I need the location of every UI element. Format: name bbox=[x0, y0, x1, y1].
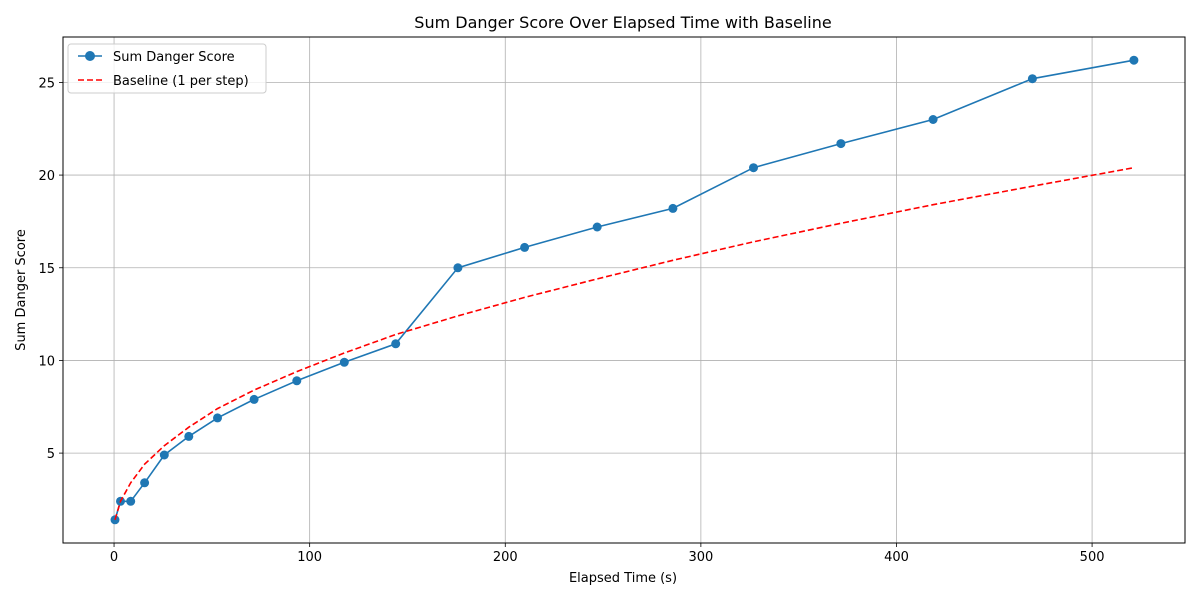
x-tick-label: 500 bbox=[1080, 550, 1105, 565]
y-tick-label: 15 bbox=[38, 262, 55, 277]
x-tick-label: 100 bbox=[297, 550, 322, 565]
axis-ticks: 0 100 200 300 400 500 5 10 15 20 25 bbox=[38, 76, 1104, 565]
data-point-sum-danger-score bbox=[836, 139, 846, 149]
x-tick-label: 200 bbox=[493, 550, 518, 565]
data-point-sum-danger-score bbox=[668, 203, 678, 213]
data-point-sum-danger-score bbox=[339, 357, 349, 367]
data-point-sum-danger-score bbox=[213, 413, 222, 423]
series-line-sum-danger-score bbox=[114, 59, 1135, 521]
data-point-sum-danger-score bbox=[592, 222, 602, 232]
legend-label-baseline: Baseline (1 per step) bbox=[113, 74, 249, 89]
grid-lines bbox=[63, 37, 1185, 543]
plot-area-frame bbox=[62, 36, 1186, 544]
chart-title: Sum Danger Score Over Elapsed Time with … bbox=[414, 13, 831, 32]
data-point-sum-danger-score bbox=[126, 496, 136, 506]
y-tick-label: 25 bbox=[38, 76, 55, 91]
y-tick-label: 10 bbox=[38, 354, 55, 369]
data-point-sum-danger-score bbox=[749, 163, 758, 173]
data-point-sum-danger-score bbox=[1129, 55, 1139, 65]
x-axis-label: Elapsed Time (s) bbox=[569, 571, 677, 586]
x-tick-label: 300 bbox=[688, 550, 713, 565]
x-tick-label: 400 bbox=[884, 550, 909, 565]
x-tick-label: 0 bbox=[110, 550, 118, 565]
data-point-sum-danger-score bbox=[520, 242, 530, 252]
series-layer bbox=[110, 55, 1139, 525]
data-point-sum-danger-score bbox=[391, 339, 401, 349]
y-axis-label: Sum Danger Score bbox=[14, 229, 29, 351]
data-point-sum-danger-score bbox=[159, 450, 169, 460]
legend-box bbox=[67, 43, 267, 94]
legend-marker-sum-danger-score bbox=[85, 51, 95, 61]
data-point-sum-danger-score bbox=[1027, 74, 1037, 84]
data-point-sum-danger-score bbox=[292, 376, 302, 386]
data-point-sum-danger-score bbox=[249, 394, 259, 404]
legend-label-sum-danger-score: Sum Danger Score bbox=[113, 50, 235, 65]
y-tick-label: 5 bbox=[47, 447, 55, 462]
data-point-sum-danger-score bbox=[453, 263, 463, 273]
y-tick-label: 20 bbox=[38, 169, 55, 184]
legend: Sum Danger Score Baseline (1 per step) bbox=[67, 43, 267, 94]
data-point-sum-danger-score bbox=[928, 115, 938, 124]
series-line-baseline-1-per-step bbox=[114, 166, 1135, 521]
data-point-sum-danger-score bbox=[184, 431, 194, 441]
data-point-sum-danger-score bbox=[140, 478, 150, 488]
